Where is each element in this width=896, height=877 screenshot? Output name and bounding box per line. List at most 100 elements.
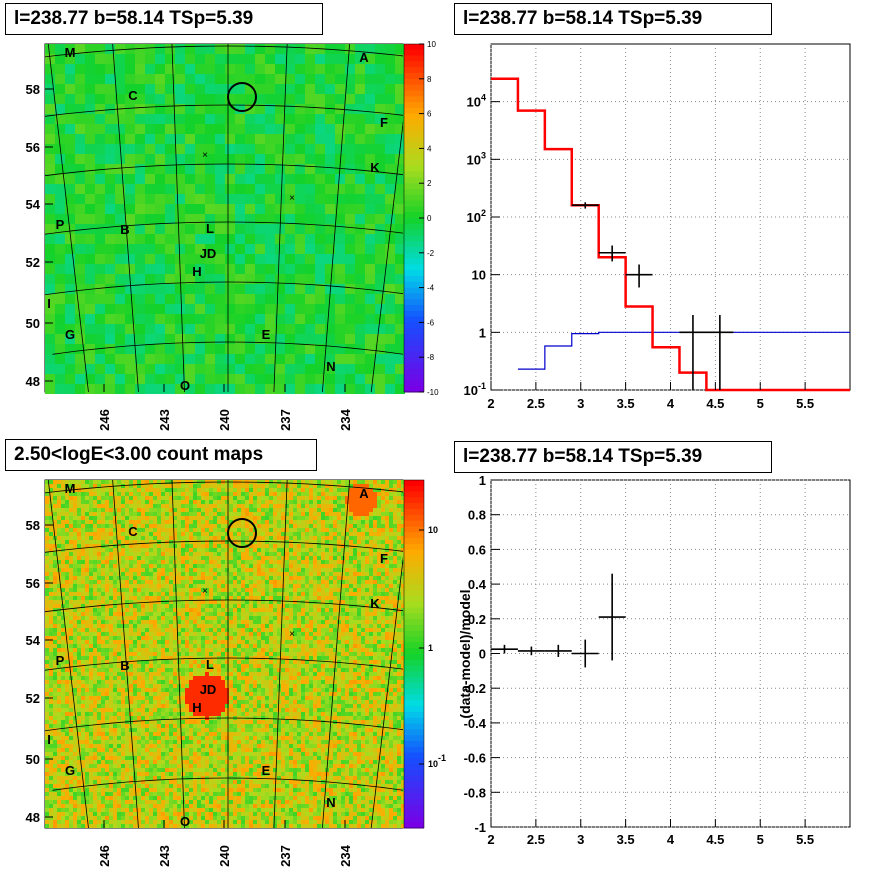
y-tick-label: 54: [26, 633, 41, 648]
y-tick-label: 0.6: [468, 542, 486, 557]
colorbar-tick-label: 4: [427, 144, 432, 153]
source-label-n: N: [326, 359, 335, 374]
y-tick-label: 48: [26, 374, 40, 389]
source-label-i: I: [47, 732, 51, 747]
x-tick-label: 5: [757, 832, 764, 847]
source-label-l: L: [206, 657, 214, 672]
x-marker: ×: [289, 629, 295, 640]
source-label-c: C: [128, 88, 138, 103]
y-tick-label: 58: [26, 82, 40, 97]
colorbar-tick-label: 0: [427, 214, 432, 223]
x-tick-label: 237: [278, 409, 293, 431]
colorbar-tick-label: 10: [427, 40, 436, 49]
source-label-h: H: [192, 700, 201, 715]
source-label-n: N: [326, 795, 335, 810]
y-tick-label: -1: [474, 820, 486, 835]
source-label-o: O: [180, 814, 190, 829]
y-tick-label: 102: [467, 208, 486, 225]
x-tick-label: 3: [577, 832, 584, 847]
spectrum-panel: 2 2.5 3 3.5 4 4.5 5 5.5 10-1 1 10 102 103 104 l=238.7…: [448, 0, 896, 436]
colorbar-tick-label: 10-1: [428, 753, 446, 769]
source-label-m: M: [65, 45, 76, 60]
x-tick-label: 2.5: [527, 832, 545, 847]
y-tick-label: 56: [26, 576, 40, 591]
x-tick-label: 2.5: [527, 396, 545, 411]
x-tick-label: 2: [487, 832, 494, 847]
x-marker: ×: [202, 150, 208, 161]
x-tick-label: 234: [338, 408, 353, 430]
y-tick-label: 0: [479, 647, 486, 662]
source-label-e: E: [262, 763, 271, 778]
source-label-jd: JD: [200, 682, 217, 697]
colorbar-tick-label: 2: [427, 179, 432, 188]
residual-map-noise: [45, 44, 405, 394]
y-tick-label: 50: [26, 752, 40, 767]
y-tick-label: 1: [479, 473, 486, 488]
x-tick-label: 243: [157, 409, 172, 431]
x-tick-label: 2: [487, 396, 494, 411]
y-tick-label: 104: [467, 93, 486, 110]
source-label-m: M: [65, 481, 76, 496]
source-label-a: A: [359, 486, 369, 501]
source-label-p: P: [56, 217, 65, 232]
colorbar-tick-label: -4: [427, 284, 435, 293]
x-tick-label: 246: [97, 845, 112, 867]
y-tick-label: 48: [26, 810, 40, 825]
x-tick-label: 3: [577, 396, 584, 411]
count-map-title: 2.50<logE<3.00 count maps: [5, 439, 317, 471]
y-tick-label: 1: [479, 325, 486, 340]
residuals-ylabel: (data-model)/model: [457, 589, 473, 718]
y-tick-label: 103: [467, 150, 486, 167]
spectrum-svg: 2 2.5 3 3.5 4 4.5 5 5.5 10-1 1 10 102 103 104: [448, 0, 896, 436]
colorbar-tick-label: 8: [427, 75, 432, 84]
x-tick-label: 5.5: [796, 396, 814, 411]
y-tick-label: 0.8: [468, 508, 486, 523]
y-tick-label: 52: [26, 255, 40, 270]
source-label-k: K: [370, 596, 380, 611]
source-label-b: B: [120, 222, 129, 237]
x-tick-label: 4: [667, 832, 675, 847]
colorbar-tick-label: -10: [427, 388, 439, 397]
source-label-p: P: [56, 653, 65, 668]
source-label-f: F: [380, 551, 388, 566]
y-tick-label: 54: [26, 197, 41, 212]
source-label-k: K: [370, 160, 380, 175]
source-label-l: L: [206, 221, 214, 236]
x-tick-label: 234: [338, 844, 353, 866]
y-tick-label: 58: [26, 518, 40, 533]
x-tick-label: 5.5: [796, 832, 814, 847]
colorbar-tick-label: -2: [427, 249, 435, 258]
source-label-e: E: [262, 327, 271, 342]
source-label-b: B: [120, 658, 129, 673]
y-tick-label: -0.8: [464, 785, 486, 800]
y-tick-label: 10-1: [464, 381, 486, 398]
source-label-i: I: [47, 296, 51, 311]
colorbar-tick-label: -8: [427, 353, 435, 362]
x-tick-label: 237: [278, 845, 293, 867]
colorbar-tick-label: 1: [428, 643, 433, 653]
spectrum-title: l=238.77 b=58.14 TSp=5.39: [454, 3, 772, 35]
residual-map-title: l=238.77 b=58.14 TSp=5.39: [5, 3, 323, 35]
x-tick-label: 4.5: [706, 396, 724, 411]
source-label-g: G: [65, 763, 75, 778]
x-tick-label: 4: [667, 396, 675, 411]
x-tick-label: 4.5: [706, 832, 724, 847]
x-tick-label: 240: [217, 845, 232, 867]
source-label-a: A: [359, 50, 369, 65]
x-tick-label: 243: [157, 845, 172, 867]
colorbar-tick-label: 6: [427, 110, 432, 119]
x-tick-label: 5: [757, 396, 764, 411]
source-label-h: H: [192, 264, 201, 279]
x-tick-label: 3.5: [617, 396, 635, 411]
y-tick-label: 50: [26, 316, 40, 331]
y-tick-label: 52: [26, 691, 40, 706]
x-marker: ×: [202, 586, 208, 597]
y-tick-label: 10: [472, 268, 486, 283]
source-label-g: G: [65, 327, 75, 342]
source-label-f: F: [380, 115, 388, 130]
